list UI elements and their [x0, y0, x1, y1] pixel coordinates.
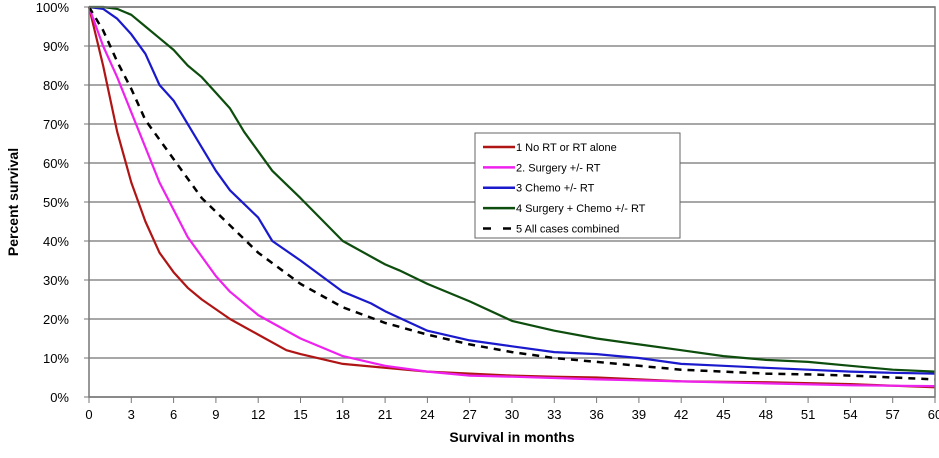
legend-box	[474, 132, 681, 239]
x-tick-label: 45	[716, 407, 730, 422]
legend-label-3: 3 Chemo +/- RT	[516, 183, 595, 195]
y-tick-label: 10%	[43, 351, 69, 366]
x-tick-label: 60	[928, 407, 939, 422]
y-tick-label: 70%	[43, 117, 69, 132]
y-tick-label: 50%	[43, 195, 69, 210]
y-tick-label: 40%	[43, 234, 69, 249]
y-tick-label: 60%	[43, 156, 69, 171]
y-tick-label: 0%	[50, 390, 69, 405]
x-tick-label: 3	[128, 407, 135, 422]
legend-label-5: 5 All cases combined	[516, 223, 619, 235]
x-tick-label: 36	[589, 407, 603, 422]
x-tick-label: 30	[505, 407, 519, 422]
x-tick-label: 33	[547, 407, 561, 422]
plot-border	[88, 6, 936, 398]
legend: 1 No RT or RT alone 2. Surgery +/- RT 3 Ch…	[474, 132, 681, 239]
x-axis-title: Survival in months	[449, 429, 574, 445]
y-tick-label: 90%	[43, 39, 69, 54]
series-line-4	[89, 5, 936, 373]
x-tick-label: 57	[885, 407, 899, 422]
series-line-5	[87, 6, 936, 381]
x-tick-label: 6	[170, 407, 177, 422]
x-tick-label: 0	[85, 407, 92, 422]
x-tick-label: 21	[378, 407, 392, 422]
y-tick-label: 100%	[36, 0, 70, 15]
x-tick-label: 15	[293, 407, 307, 422]
y-axis-ticks: 0% 10% 20% 30% 40% 50% 60% 70% 80% 90% 100%	[36, 0, 89, 405]
legend-label-1: 1 No RT or RT alone	[516, 142, 617, 154]
x-axis-ticks: 0 3 6 9 12 15 18 21 24 27 30 33 36 39 42 45 48 51 54 57 60	[85, 397, 939, 422]
y-axis-title: Percent survival	[5, 148, 21, 256]
series-line-3	[88, 5, 936, 375]
x-tick-label: 9	[212, 407, 219, 422]
y-tick-label: 20%	[43, 312, 69, 327]
legend-label-2: 2. Surgery +/- RT	[516, 162, 601, 174]
legend-label-4: 4 Surgery + Chemo +/- RT	[516, 203, 646, 215]
x-tick-label: 27	[462, 407, 476, 422]
series-line-2	[87, 6, 936, 388]
series-lines	[87, 5, 936, 389]
y-tick-label: 80%	[43, 78, 69, 93]
x-tick-label: 24	[420, 407, 434, 422]
x-tick-label: 51	[801, 407, 815, 422]
x-tick-label: 42	[674, 407, 688, 422]
y-tick-label: 30%	[43, 273, 69, 288]
x-tick-label: 54	[843, 407, 857, 422]
x-tick-label: 12	[251, 407, 265, 422]
x-tick-label: 48	[759, 407, 773, 422]
x-tick-label: 39	[632, 407, 646, 422]
x-tick-label: 18	[336, 407, 350, 422]
